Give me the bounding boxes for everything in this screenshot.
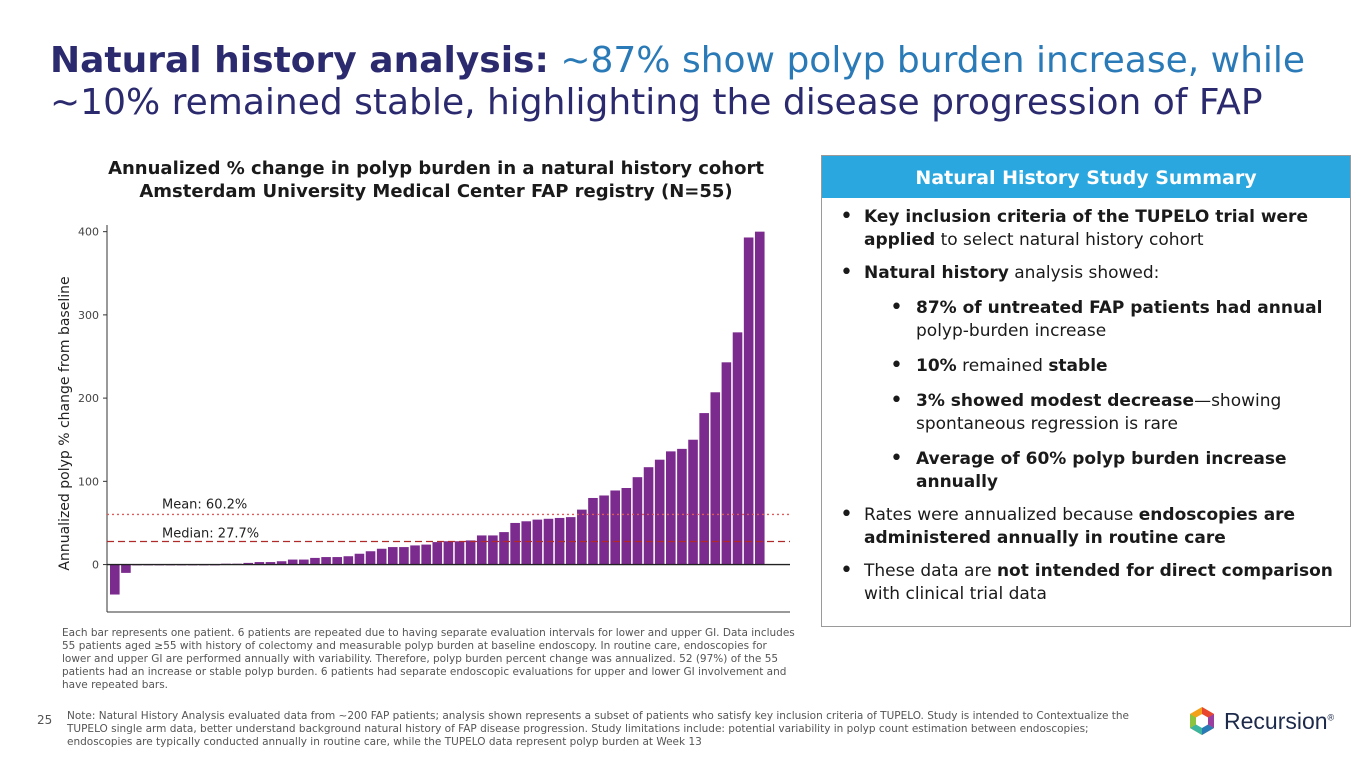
recursion-logo-icon: [1190, 707, 1214, 735]
chart-title: Annualized % change in polyp burden in a…: [50, 157, 822, 203]
bar: [265, 562, 276, 565]
bar: [599, 495, 609, 565]
bar: [299, 559, 309, 565]
bar: [354, 553, 365, 565]
bar: [643, 467, 654, 565]
bullet-natural-history: Natural history analysis showed:: [822, 261, 1350, 285]
bar: [710, 392, 721, 565]
summary-panel: Natural History Study Summary Key inclus…: [821, 155, 1351, 627]
bar: [521, 521, 532, 565]
page-number: 25: [37, 713, 53, 727]
bullet-annualized: Rates were annualized because endoscopie…: [822, 503, 1350, 550]
bar: [565, 517, 576, 565]
bar: [410, 545, 420, 565]
recursion-logo-text: Recursion®: [1224, 707, 1335, 734]
bar: [376, 548, 387, 565]
title-line2: ~10% remained stable, highlighting the d…: [50, 82, 1263, 123]
bar: [743, 237, 754, 565]
bar: [732, 332, 743, 565]
bullet-not-comparable: These data are not intended for direct c…: [822, 559, 1350, 606]
bar: [388, 547, 398, 565]
bar: [343, 556, 354, 565]
bar: [688, 439, 698, 565]
bar: [332, 557, 342, 565]
summary-panel-heading: Natural History Study Summary: [822, 156, 1350, 198]
bar: [421, 544, 431, 565]
bar-chart: 0 100 200 300 400 Annualized polyp % change f…: [57, 225, 790, 613]
y-tick-label: 100: [78, 475, 99, 488]
chart-title-line1: Annualized % change in polyp burden in a…: [108, 158, 764, 179]
subbullet-increase: 87% of untreated FAP patients had annual…: [822, 296, 1350, 343]
y-tick-label: 200: [78, 392, 99, 405]
median-label: Median: 27.7%: [162, 527, 259, 542]
bar: [287, 559, 298, 565]
y-tick-label: 0: [92, 559, 99, 572]
bar: [577, 509, 587, 565]
summary-list: Key inclusion criteria of the TUPELO tri…: [822, 205, 1350, 606]
slide-title: Natural history analysis: ~87% show poly…: [50, 40, 1330, 124]
bar: [243, 562, 254, 565]
bar: [321, 557, 331, 565]
bar: [610, 490, 620, 565]
chart-note: Each bar represents one patient. 6 patie…: [62, 627, 795, 691]
bar: [754, 231, 765, 565]
chart-title-line2: Amsterdam University Medical Center FAP …: [139, 181, 733, 202]
mean-label: Mean: 60.2%: [162, 497, 247, 512]
bar: [621, 487, 632, 565]
bar: [499, 532, 509, 565]
bar: [632, 477, 643, 565]
bar: [254, 562, 265, 565]
y-tick-label: 300: [78, 309, 99, 322]
bar: [121, 564, 131, 573]
bar: [454, 541, 465, 565]
bullet-inclusion: Key inclusion criteria of the TUPELO tri…: [822, 205, 1350, 252]
bar: [721, 362, 732, 565]
subbullet-average: Average of 60% polyp burden increase ann…: [822, 447, 1350, 494]
y-tick-label: 400: [78, 226, 99, 239]
bar: [476, 535, 487, 565]
recursion-logo: Recursion®: [1188, 706, 1334, 736]
title-bold: Natural history analysis:: [50, 40, 549, 81]
bar: [276, 561, 287, 565]
subbullet-decrease: 3% showed modest decrease—showing sponta…: [822, 389, 1350, 436]
bar: [310, 557, 320, 565]
subbullet-stable: 10% remained stable: [822, 354, 1350, 378]
bar: [399, 547, 409, 565]
bar: [365, 551, 376, 565]
bar: [666, 451, 676, 565]
title-highlight: ~87% show polyp burden increase, while: [548, 40, 1306, 81]
bar: [588, 497, 598, 565]
bar: [510, 522, 520, 565]
bar: [443, 541, 454, 565]
y-axis-label: Annualized polyp % change from baseline: [57, 276, 73, 570]
bar: [677, 448, 687, 565]
bar: [432, 542, 443, 565]
bar: [699, 413, 709, 565]
bar: [488, 535, 498, 565]
bar: [465, 540, 476, 565]
bar: [654, 459, 665, 565]
bar: [110, 564, 120, 595]
footnote: Note: Natural History Analysis evaluated…: [67, 710, 1129, 748]
